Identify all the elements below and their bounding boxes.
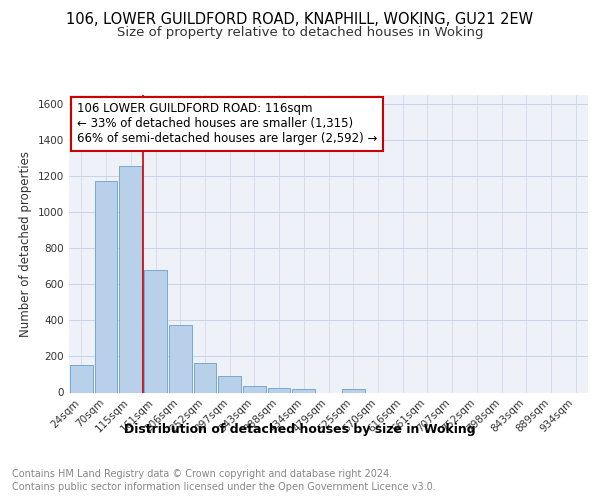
Text: 106, LOWER GUILDFORD ROAD, KNAPHILL, WOKING, GU21 2EW: 106, LOWER GUILDFORD ROAD, KNAPHILL, WOK… xyxy=(67,12,533,28)
Text: Size of property relative to detached houses in Woking: Size of property relative to detached ho… xyxy=(117,26,483,39)
Bar xyxy=(218,376,241,392)
Text: Contains public sector information licensed under the Open Government Licence v3: Contains public sector information licen… xyxy=(12,482,436,492)
Text: Contains HM Land Registry data © Crown copyright and database right 2024.: Contains HM Land Registry data © Crown c… xyxy=(12,469,392,479)
Bar xyxy=(342,388,365,392)
Bar xyxy=(95,180,118,392)
Y-axis label: Number of detached properties: Number of detached properties xyxy=(19,151,32,337)
Bar xyxy=(70,366,93,392)
Bar xyxy=(292,389,315,392)
Text: Distribution of detached houses by size in Woking: Distribution of detached houses by size … xyxy=(124,422,476,436)
Bar xyxy=(169,325,191,392)
Bar xyxy=(194,363,216,392)
Bar xyxy=(119,166,142,392)
Bar xyxy=(144,270,167,392)
Bar xyxy=(268,388,290,392)
Text: 106 LOWER GUILDFORD ROAD: 116sqm
← 33% of detached houses are smaller (1,315)
66: 106 LOWER GUILDFORD ROAD: 116sqm ← 33% o… xyxy=(77,102,377,146)
Bar xyxy=(243,386,266,392)
